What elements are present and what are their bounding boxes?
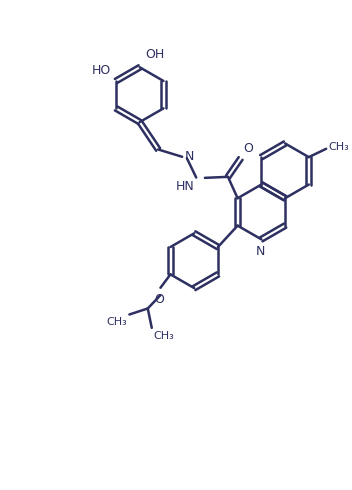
Text: N: N [185,149,194,163]
Text: O: O [243,142,253,155]
Text: OH: OH [145,48,164,61]
Text: CH₃: CH₃ [106,317,127,327]
Text: HN: HN [176,179,195,193]
Text: CH₃: CH₃ [153,331,174,341]
Text: HO: HO [92,64,111,77]
Text: CH₃: CH₃ [328,142,349,152]
Text: O: O [154,293,164,306]
Text: N: N [256,245,265,258]
